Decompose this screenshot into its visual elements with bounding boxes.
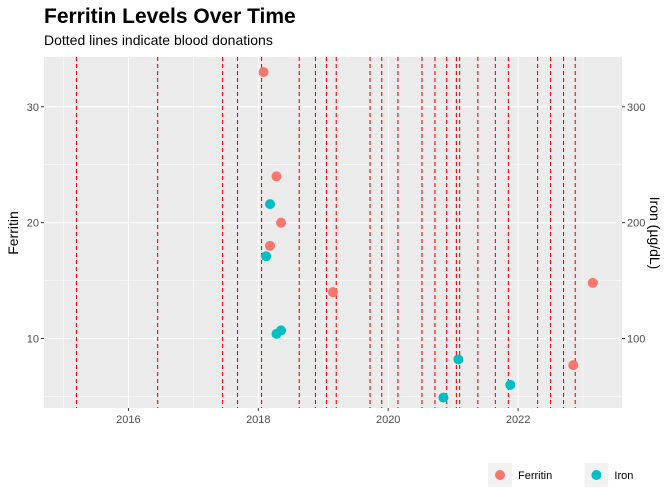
y2-axis-title: Iron (µg/dL) (647, 197, 663, 270)
iron-point (453, 354, 464, 365)
axes: 2016 2018 2020 2022 10 20 30 100 200 300 (27, 102, 646, 426)
iron-point (261, 251, 272, 262)
y-tick-label: 30 (27, 102, 39, 114)
ferritin-point (587, 277, 598, 288)
y-axis-title: Ferritin (5, 211, 21, 255)
iron-point (271, 328, 282, 339)
x-tick-label: 2020 (376, 414, 400, 426)
ferritin-point (265, 240, 276, 251)
ferritin-point (328, 287, 338, 298)
gridlines (44, 57, 622, 408)
ferritin-point (271, 171, 282, 182)
ferritin-point (276, 217, 287, 228)
legend: Ferritin Iron (488, 463, 633, 487)
x-tick-label: 2016 (116, 414, 140, 426)
ferritin-legend-marker (495, 470, 505, 480)
y-tick-label: 20 (27, 218, 39, 230)
ferritin-legend-label: Ferritin (518, 470, 552, 482)
chart-subtitle: Dotted lines indicate blood donations (44, 32, 273, 48)
y-tick-label: 10 (27, 333, 39, 345)
iron-legend-label: Iron (614, 470, 633, 482)
iron-point (505, 379, 516, 390)
ferritin-point (258, 67, 269, 78)
iron-point (265, 199, 276, 210)
donation-lines (75, 57, 576, 408)
iron-legend-marker (591, 470, 602, 480)
data-points (258, 67, 598, 403)
y2-tick-label: 200 (627, 218, 645, 230)
x-tick-label: 2022 (506, 414, 530, 426)
iron-point (438, 392, 449, 403)
chart-title: Ferritin Levels Over Time (44, 5, 296, 28)
y2-tick-label: 100 (627, 333, 645, 345)
plot-panel (44, 57, 622, 408)
y2-tick-label: 300 (627, 102, 645, 114)
ferritin-point (568, 360, 579, 371)
x-tick-label: 2018 (246, 414, 270, 426)
